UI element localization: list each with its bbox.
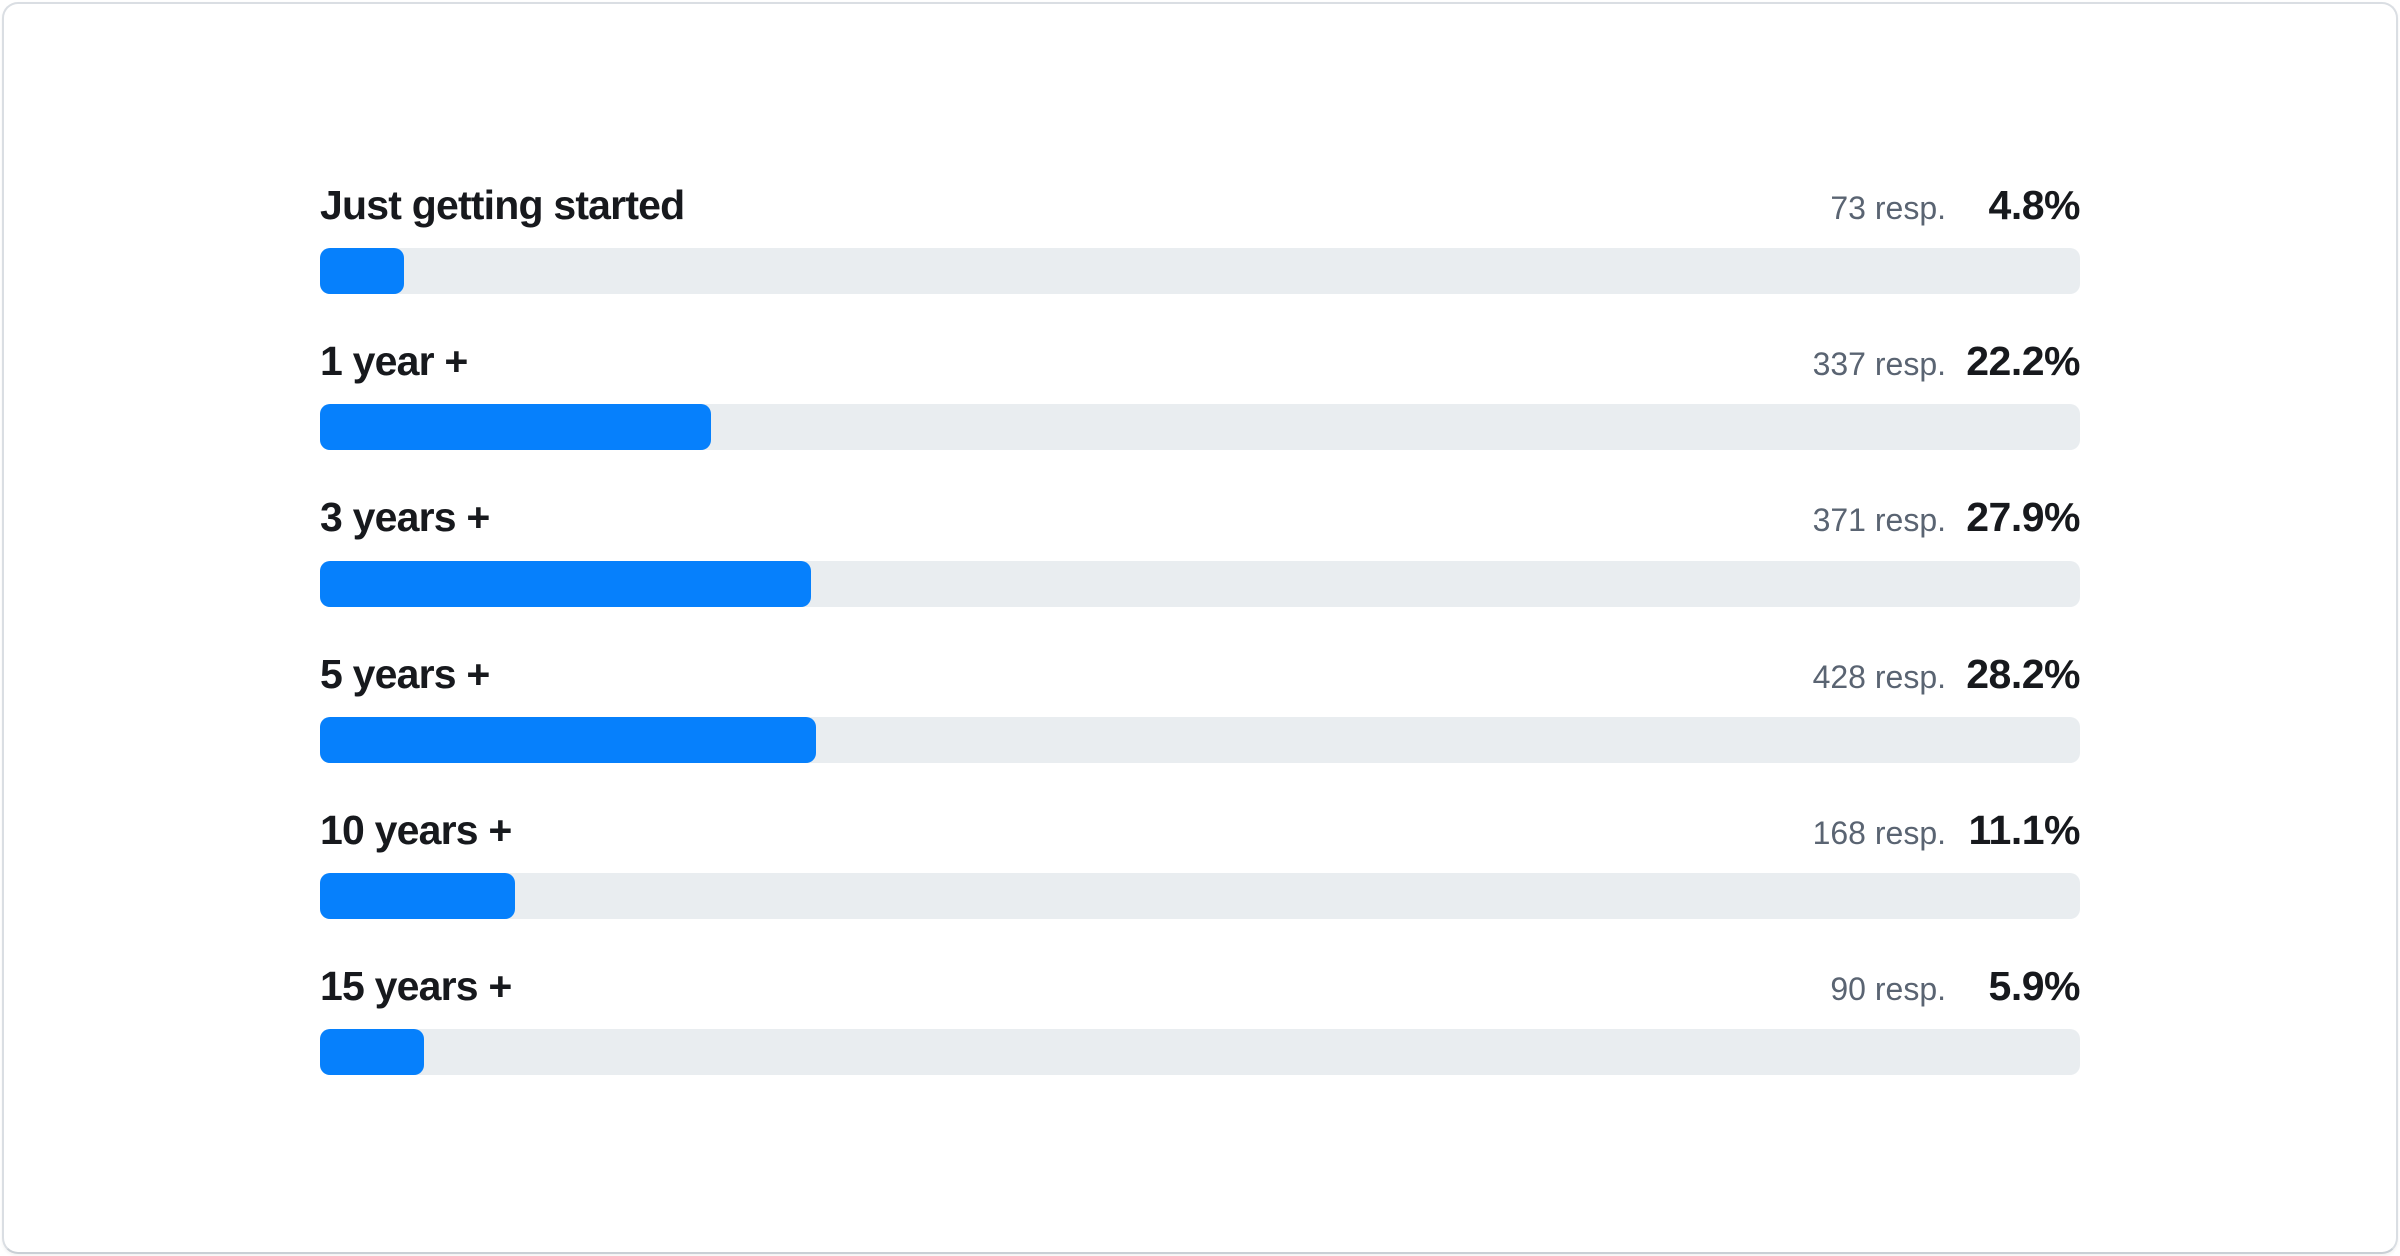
percentage-value: 27.9% xyxy=(1966,494,2080,541)
answer-label: 3 years + xyxy=(320,494,490,541)
answer-label: 15 years + xyxy=(320,962,512,1009)
response-count: 90 resp. xyxy=(1830,970,1946,1007)
response-count: 428 resp. xyxy=(1812,658,1946,695)
answer-label: 5 years + xyxy=(320,650,490,697)
bar-fill xyxy=(320,716,817,763)
result-row: Just getting started 73 resp. 4.8% xyxy=(320,181,2081,295)
result-row: 10 years + 168 resp. 11.1% xyxy=(320,806,2081,919)
result-row-header: 5 years + 428 resp. 28.2% xyxy=(320,650,2081,699)
response-count: 337 resp. xyxy=(1812,346,1946,383)
bar-fill xyxy=(320,248,405,295)
percentage-value: 4.8% xyxy=(1988,182,2081,228)
bar-track xyxy=(320,404,2080,451)
answer-label: 1 year + xyxy=(320,338,468,385)
percentage-value: 11.1% xyxy=(1968,806,2081,853)
percentage-value: 5.9% xyxy=(1988,962,2081,1009)
bar-fill xyxy=(320,872,516,919)
result-row: 5 years + 428 resp. 28.2% xyxy=(320,650,2081,763)
bar-fill xyxy=(320,560,812,607)
bar-fill xyxy=(320,1029,424,1076)
percentage-value: 28.2% xyxy=(1966,650,2080,697)
result-row-header: 15 years + 90 resp. 5.9% xyxy=(320,962,2081,1011)
bar-track xyxy=(320,248,2080,295)
answer-label: 10 years + xyxy=(320,806,512,853)
result-row: 15 years + 90 resp. 5.9% xyxy=(320,962,2081,1076)
bar-fill xyxy=(320,404,711,451)
result-row-header: Just getting started 73 resp. 4.8% xyxy=(320,181,2081,230)
bar-track xyxy=(320,560,2080,607)
result-row-header: 3 years + 371 resp. 27.9% xyxy=(320,493,2081,542)
bar-track xyxy=(320,1029,2080,1076)
results-list: Just getting started 73 resp. 4.8% 1 yea… xyxy=(320,181,2081,1076)
response-count: 73 resp. xyxy=(1830,190,1946,226)
result-row: 3 years + 371 resp. 27.9% xyxy=(320,493,2081,607)
result-row-header: 1 year + 337 resp. 22.2% xyxy=(320,337,2081,386)
response-count: 371 resp. xyxy=(1812,502,1946,539)
response-count: 168 resp. xyxy=(1812,814,1946,851)
result-row-header: 10 years + 168 resp. 11.1% xyxy=(320,806,2081,855)
answer-label: Just getting started xyxy=(320,182,685,228)
bar-track xyxy=(320,872,2080,919)
percentage-value: 22.2% xyxy=(1966,338,2080,385)
result-row: 1 year + 337 resp. 22.2% xyxy=(320,337,2081,451)
bar-track xyxy=(320,716,2080,763)
